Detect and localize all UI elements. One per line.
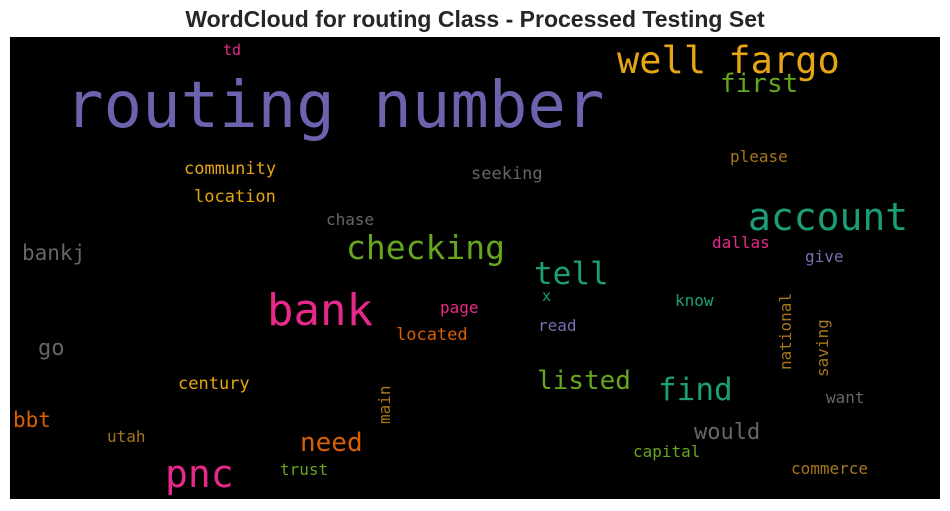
word-td: td: [223, 41, 241, 59]
word-seeking: seeking: [471, 164, 543, 184]
word-century: century: [178, 374, 250, 394]
word-trust: trust: [280, 460, 328, 479]
wordcloud-canvas: routing number well fargo account bank pnc ch…: [10, 37, 940, 499]
word-bank: bank: [267, 285, 373, 336]
word-checking: checking: [346, 228, 505, 267]
word-read: read: [538, 316, 577, 335]
word-first: first: [720, 69, 798, 99]
word-x: x: [542, 287, 551, 305]
word-bankj: bankj: [22, 241, 85, 265]
word-account: account: [748, 195, 908, 239]
word-commerce: commerce: [791, 459, 868, 478]
word-give: give: [805, 247, 844, 266]
word-would: would: [694, 420, 760, 445]
word-location: location: [194, 187, 276, 207]
word-routing-number: routing number: [65, 69, 604, 143]
word-please: please: [730, 147, 788, 166]
word-bbt: bbt: [13, 408, 51, 432]
word-utah: utah: [107, 427, 146, 446]
word-page: page: [440, 298, 479, 317]
word-need: need: [300, 428, 363, 458]
word-saving: saving: [813, 319, 832, 377]
word-go: go: [38, 336, 65, 361]
word-national: national: [776, 293, 795, 370]
word-main: main: [375, 385, 394, 424]
word-listed: listed: [537, 366, 631, 396]
word-want: want: [826, 388, 865, 407]
word-chase: chase: [326, 210, 374, 229]
word-tell: tell: [534, 256, 609, 292]
word-capital: capital: [633, 442, 700, 461]
wordcloud-svg: routing number well fargo account bank pnc ch…: [13, 39, 908, 496]
word-find: find: [658, 372, 733, 408]
word-well-fargo: well fargo: [617, 39, 840, 82]
chart-title: WordCloud for routing Class - Processed …: [185, 6, 765, 32]
word-located: located: [396, 325, 468, 345]
word-know: know: [675, 291, 714, 310]
word-dallas: dallas: [712, 233, 770, 252]
word-community: community: [184, 159, 276, 179]
word-pnc: pnc: [165, 452, 234, 496]
